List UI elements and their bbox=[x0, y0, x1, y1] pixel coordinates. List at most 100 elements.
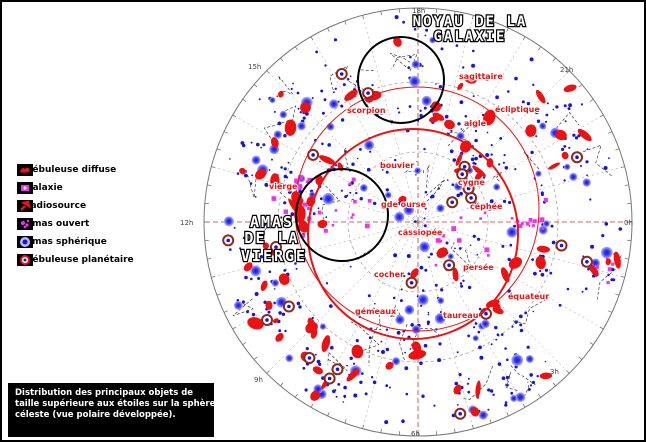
globular-cluster bbox=[510, 394, 518, 402]
star-dot bbox=[612, 278, 616, 282]
diffuse-nebula bbox=[539, 372, 553, 380]
hour-label: 21h bbox=[560, 66, 573, 74]
tick-mark bbox=[538, 393, 542, 398]
star-dot bbox=[476, 253, 479, 256]
star-dot bbox=[361, 372, 364, 375]
star-dot bbox=[346, 78, 350, 81]
star-dot bbox=[280, 182, 284, 187]
tick-mark bbox=[538, 46, 542, 51]
star-dot bbox=[268, 270, 272, 274]
tick-mark bbox=[624, 184, 629, 186]
star-dot bbox=[283, 269, 287, 272]
star-dot bbox=[531, 380, 536, 385]
star-dot bbox=[349, 75, 352, 77]
galaxy bbox=[307, 177, 313, 183]
constellation-line bbox=[425, 164, 430, 188]
diffuse-nebula bbox=[278, 90, 284, 98]
star-dot bbox=[473, 326, 476, 329]
galaxy bbox=[323, 228, 328, 233]
star-dot bbox=[509, 243, 513, 247]
star-dot bbox=[450, 129, 453, 132]
star-dot bbox=[287, 161, 290, 164]
constellation-line bbox=[368, 322, 380, 366]
tick-mark bbox=[552, 57, 556, 62]
star-dot bbox=[302, 366, 306, 370]
star-dot bbox=[572, 133, 576, 137]
tick-mark bbox=[506, 412, 509, 417]
star-dot bbox=[482, 176, 486, 179]
globular-cluster bbox=[564, 163, 571, 171]
galaxy bbox=[365, 223, 370, 229]
star-dot bbox=[440, 47, 444, 51]
star-dot bbox=[398, 111, 401, 114]
star-dot bbox=[546, 102, 549, 105]
star-dot bbox=[344, 195, 348, 199]
constellation-line bbox=[232, 298, 254, 317]
galaxy bbox=[331, 223, 335, 227]
diffuse-nebula bbox=[310, 390, 321, 401]
star-dot bbox=[544, 360, 547, 363]
galaxy bbox=[351, 213, 355, 217]
constellation-label: cocher bbox=[374, 270, 404, 279]
hour-label: 9h bbox=[254, 376, 263, 384]
galaxy bbox=[525, 221, 530, 226]
star-dot bbox=[278, 329, 282, 333]
tick-mark bbox=[242, 342, 247, 346]
star-dot bbox=[369, 150, 372, 153]
star-dot bbox=[580, 103, 584, 106]
star-dot bbox=[325, 282, 329, 285]
star-dot bbox=[444, 30, 447, 33]
star-dot bbox=[484, 36, 487, 39]
star-dot bbox=[286, 176, 289, 179]
tick-mark bbox=[362, 424, 365, 429]
diffuse-nebula bbox=[432, 112, 445, 121]
star-dot bbox=[250, 277, 253, 281]
star-dot bbox=[618, 227, 623, 231]
hour-line bbox=[417, 15, 474, 223]
star-dot bbox=[471, 63, 476, 68]
star-dot bbox=[552, 108, 555, 111]
globular-cluster bbox=[233, 301, 243, 310]
star-dot bbox=[544, 268, 549, 272]
tick-mark bbox=[489, 20, 492, 25]
star-dot bbox=[474, 322, 478, 325]
star-dot bbox=[430, 194, 435, 199]
globular-cluster bbox=[478, 410, 488, 420]
galaxy bbox=[528, 217, 533, 222]
star-dot bbox=[492, 393, 495, 396]
star-dot bbox=[268, 169, 271, 171]
star-dot bbox=[257, 277, 261, 280]
star-dot bbox=[456, 404, 459, 406]
star-dot bbox=[392, 296, 396, 300]
star-dot bbox=[530, 150, 534, 155]
tick-mark bbox=[216, 293, 221, 296]
star-dot bbox=[540, 184, 543, 187]
star-dot bbox=[563, 179, 566, 182]
star-dot bbox=[472, 154, 475, 157]
constellation-label: gde ourse bbox=[381, 200, 427, 209]
star-dot bbox=[311, 97, 314, 99]
star-dot bbox=[342, 401, 345, 403]
diffuse-nebula bbox=[298, 220, 309, 233]
star-dot bbox=[459, 191, 463, 196]
star-dot bbox=[236, 299, 240, 302]
globular-cluster bbox=[421, 95, 432, 106]
galaxy bbox=[541, 227, 545, 231]
globular-cluster bbox=[394, 211, 405, 223]
star-dot bbox=[514, 320, 518, 324]
diffuse-nebula bbox=[452, 267, 459, 282]
galaxy bbox=[543, 197, 548, 202]
star-dot bbox=[550, 224, 554, 228]
star-dot bbox=[355, 191, 358, 195]
galaxy bbox=[303, 202, 308, 207]
star-dot bbox=[424, 207, 427, 210]
globular-cluster bbox=[411, 325, 421, 334]
tick-mark bbox=[522, 403, 526, 408]
star-dot bbox=[469, 244, 472, 247]
star-dot bbox=[319, 160, 321, 163]
star-dot bbox=[264, 182, 269, 187]
star-dot bbox=[459, 282, 463, 285]
star-dot bbox=[514, 168, 517, 171]
star-dot bbox=[514, 76, 518, 81]
